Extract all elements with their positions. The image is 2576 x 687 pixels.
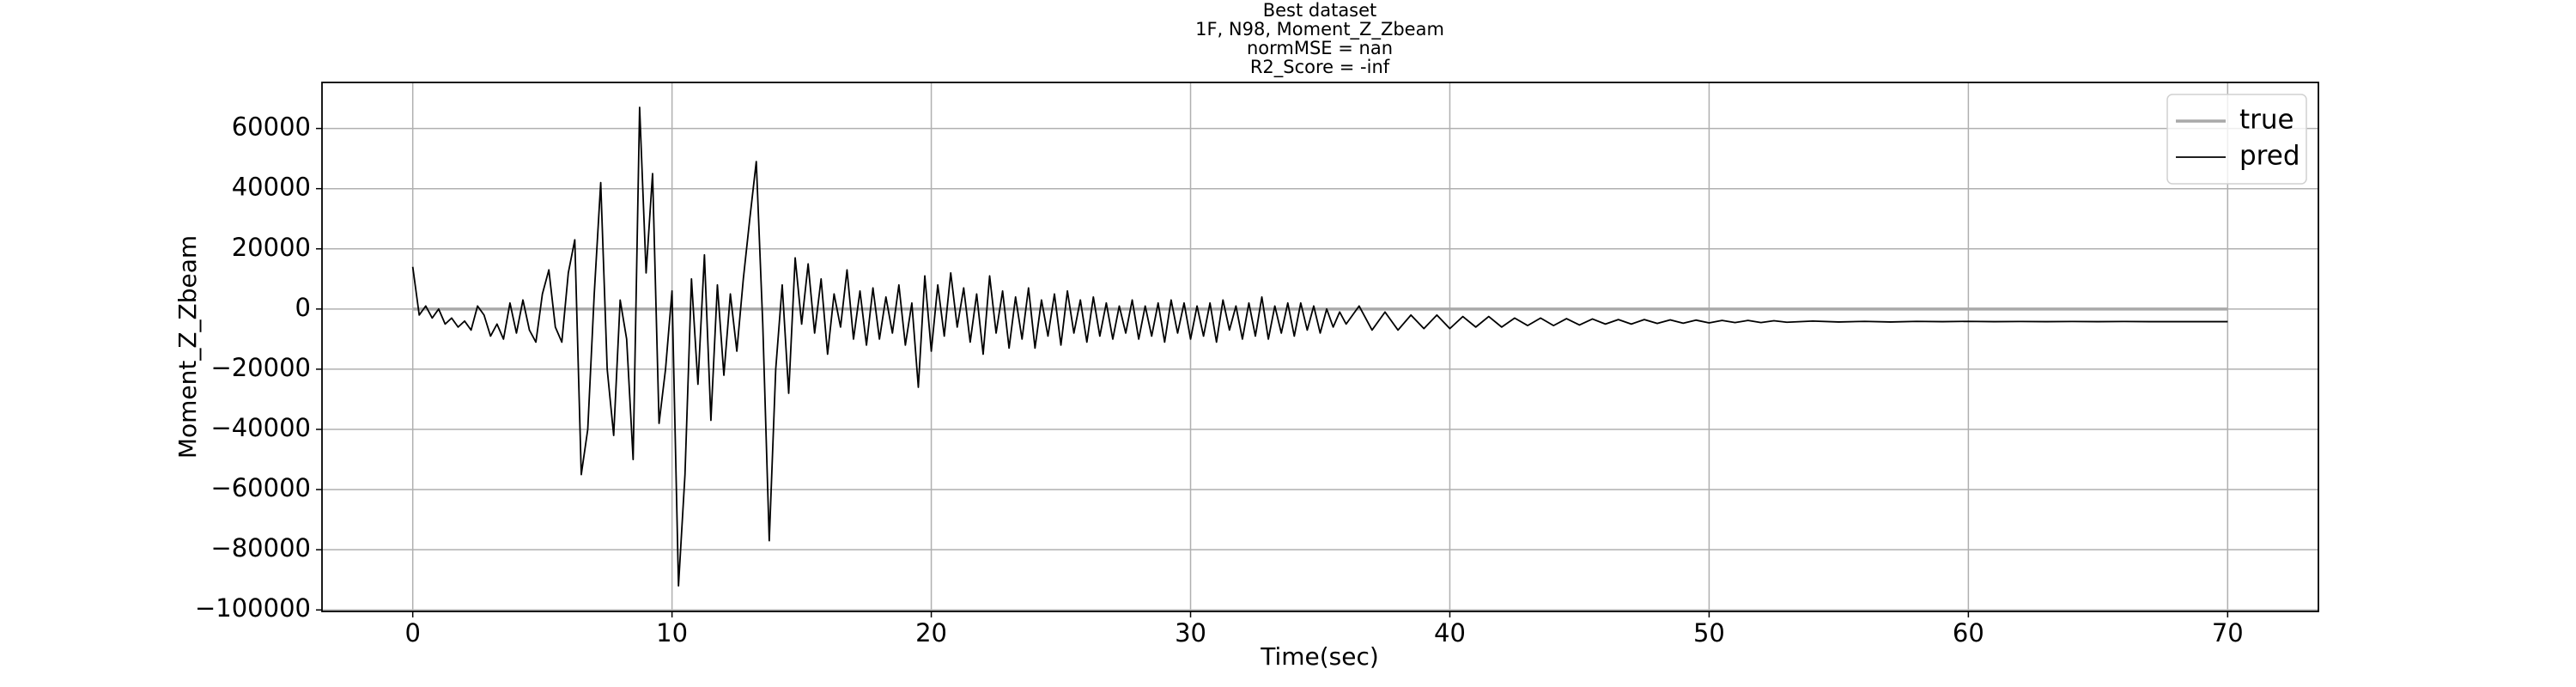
legend-label: pred [2239, 141, 2300, 172]
legend-label: true [2239, 105, 2294, 136]
y-tick-label: 20000 [232, 233, 311, 262]
y-tick-label: −40000 [210, 413, 311, 442]
y-axis-label: Moment_Z_Zbeam [173, 235, 202, 459]
x-tick-label: 40 [1434, 618, 1466, 647]
x-tick-label: 70 [2212, 618, 2244, 647]
y-tick-label: 40000 [232, 173, 311, 202]
x-tick-label: 60 [1953, 618, 1984, 647]
chart-title: normMSE = nan [1247, 38, 1393, 58]
y-tick-label: −80000 [210, 533, 311, 562]
x-tick-label: 10 [656, 618, 688, 647]
data-line [411, 106, 2228, 587]
x-axis-label: Time(sec) [1260, 642, 1379, 671]
y-tick-label: −20000 [210, 353, 311, 382]
y-tick-label: 0 [295, 293, 311, 322]
x-tick-label: 30 [1175, 618, 1206, 647]
y-tick-label: −60000 [210, 473, 311, 502]
x-tick-label: 0 [404, 618, 420, 647]
legend-box [2166, 94, 2307, 185]
y-tick-label: 60000 [232, 112, 311, 142]
plot-frame [321, 82, 2319, 612]
chart-title: R2_Score = -inf [1250, 57, 1390, 78]
chart-title: 1F, N98, Moment_Z_Zbeam [1195, 19, 1444, 40]
x-tick-label: 50 [1693, 618, 1725, 647]
y-tick-label: −100000 [195, 593, 311, 623]
x-tick-label: 20 [915, 618, 947, 647]
chart-title: Best dataset [1263, 0, 1377, 21]
